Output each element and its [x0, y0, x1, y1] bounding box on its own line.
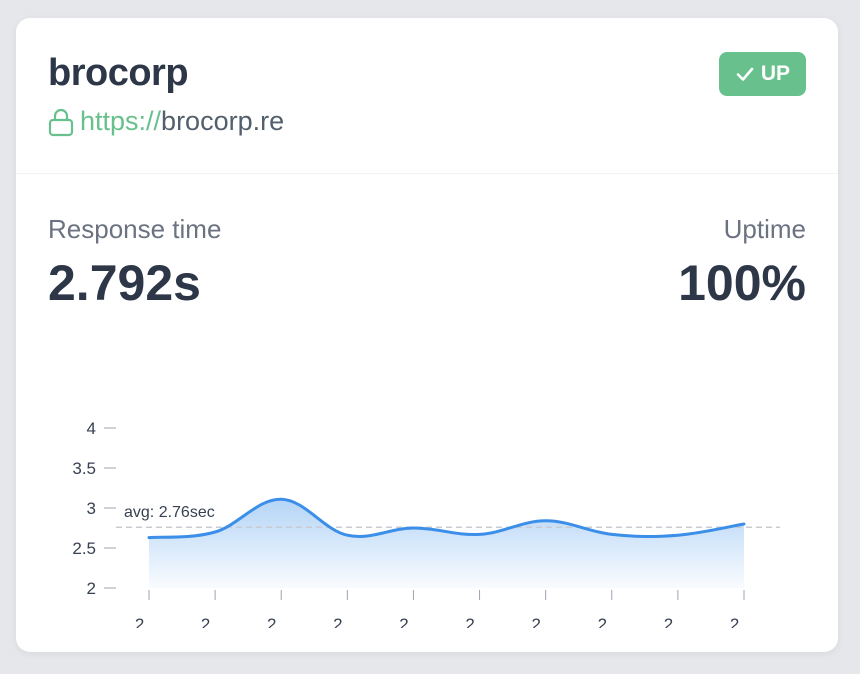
x-tick-label: 2 ... [598, 615, 626, 628]
y-tick-label: 2 [87, 579, 96, 598]
x-tick-label: 2 ... [333, 615, 361, 628]
average-label: avg: 2.76sec [124, 504, 215, 521]
status-badge: UP [718, 52, 806, 96]
response-time-chart: 4 3.5 3 2.5 2 avg: 2.76sec 2 ... 2 ... 2 ... 2 ..… [72, 419, 780, 628]
status-text: UP [760, 62, 790, 85]
response-time-area [149, 499, 744, 588]
url-host: brocorp.re [161, 106, 285, 136]
monitor-url[interactable]: https:// brocorp.re [48, 106, 284, 137]
x-tick-label: 2 ... [135, 615, 163, 628]
response-time-line [147, 497, 746, 540]
uptime-label: Uptime [723, 214, 806, 244]
response-time-value: 2.792s [48, 255, 201, 311]
lock-icon [48, 107, 74, 137]
check-icon [735, 64, 755, 84]
y-tick-label: 3 [87, 499, 96, 518]
x-tick-label: 2 ... [730, 615, 758, 628]
y-tick-label: 2.5 [72, 539, 96, 558]
x-tick-label: 2 ... [201, 615, 229, 628]
divider [16, 173, 838, 174]
x-tick-label: 2 ... [531, 615, 559, 628]
monitor-name: brocorp [48, 52, 189, 94]
x-tick-label: 2 ... [267, 615, 295, 628]
monitor-card: brocorp https:// brocorp.re UP Response … [16, 18, 838, 652]
y-tick-label: 3.5 [72, 459, 96, 478]
url-protocol: https:// [80, 106, 162, 136]
x-tick-label: 2 ... [399, 615, 427, 628]
uptime-value: 100% [678, 255, 806, 311]
x-tick-label: 2 ... [465, 615, 493, 628]
x-tick-label: 2 ... [664, 615, 692, 628]
response-time-label: Response time [48, 214, 222, 244]
y-tick-label: 4 [87, 419, 96, 438]
